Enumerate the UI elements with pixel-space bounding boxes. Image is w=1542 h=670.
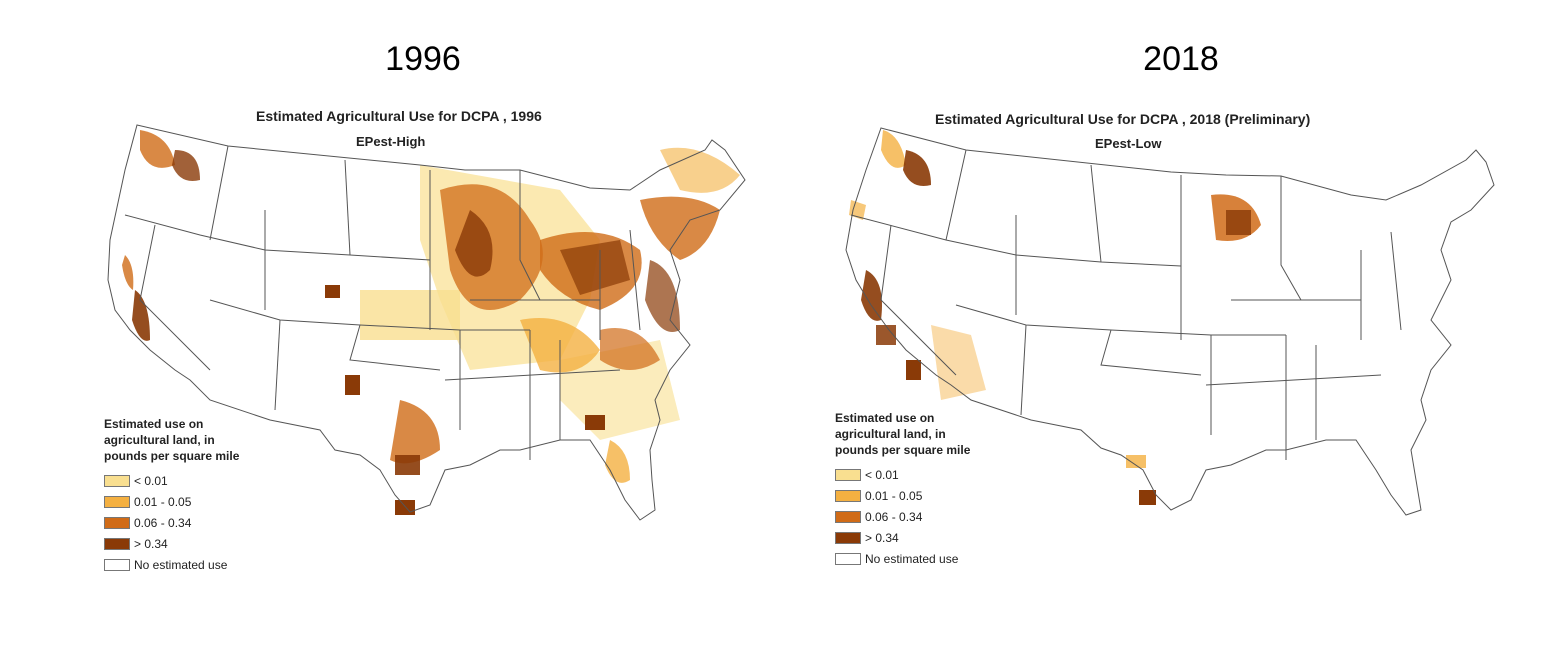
legend-swatch: [835, 489, 861, 502]
map-title: Estimated Agricultural Use for DCPA , 20…: [935, 111, 1311, 127]
legend-item: No estimated use: [104, 554, 294, 575]
legend-title: Estimated use on agricultural land, in p…: [835, 410, 1025, 458]
legend-item: 0.06 - 0.34: [835, 506, 1025, 527]
legend-label: 0.06 - 0.34: [865, 509, 923, 524]
legend-label: 0.01 - 0.05: [134, 494, 192, 509]
legend-label: > 0.34: [865, 530, 899, 545]
legend-swatch: [835, 468, 861, 481]
map-subtitle: EPest-Low: [1095, 136, 1162, 151]
use-patches: [122, 130, 740, 515]
us-map-1996: [107, 124, 746, 521]
us-map-2018: [845, 127, 1495, 516]
legend-title: Estimated use on agricultural land, in p…: [104, 416, 294, 464]
legend: Estimated use on agricultural land, in p…: [104, 416, 294, 575]
panel-2018: 2018 Estimated Agricultural Use for DCPA…: [771, 0, 1542, 670]
state-borders: [107, 124, 746, 521]
legend-title-line: Estimated use on: [835, 411, 935, 425]
legend-label: 0.06 - 0.34: [134, 515, 192, 530]
legend-item: > 0.34: [104, 533, 294, 554]
legend-label: > 0.34: [134, 536, 168, 551]
state-borders: [845, 127, 1495, 516]
legend-swatch: [104, 474, 130, 487]
legend: Estimated use on agricultural land, in p…: [835, 410, 1025, 569]
legend-label: 0.01 - 0.05: [865, 488, 923, 503]
legend-item: No estimated use: [835, 548, 1025, 569]
legend-title-line: pounds per square mile: [104, 449, 240, 463]
legend-label: < 0.01: [134, 473, 168, 488]
legend-item: 0.01 - 0.05: [835, 485, 1025, 506]
legend-item: > 0.34: [835, 527, 1025, 548]
legend-swatch: [104, 537, 130, 550]
legend-swatch: [104, 558, 130, 571]
panel-1996: 1996 Estimated Agricultural Use for DCPA…: [104, 40, 746, 575]
legend-label: No estimated use: [865, 551, 959, 566]
map-subtitle: EPest-High: [356, 134, 426, 149]
legend-swatch: [104, 516, 130, 529]
legend-title-line: Estimated use on: [104, 417, 204, 431]
legend-label: < 0.01: [865, 467, 899, 482]
legend-title-line: agricultural land, in: [104, 433, 215, 447]
legend-item: 0.06 - 0.34: [104, 512, 294, 533]
legend-swatch: [835, 510, 861, 523]
legend-title-line: agricultural land, in: [835, 427, 946, 441]
legend-item: < 0.01: [835, 464, 1025, 485]
legend-title-line: pounds per square mile: [835, 443, 971, 457]
legend-swatch: [835, 552, 861, 565]
legend-item: 0.01 - 0.05: [104, 491, 294, 512]
map-title: Estimated Agricultural Use for DCPA , 19…: [256, 108, 542, 124]
year-label: 1996: [385, 40, 461, 78]
legend-label: No estimated use: [134, 557, 228, 572]
year-label: 2018: [1143, 40, 1219, 78]
legend-swatch: [835, 531, 861, 544]
legend-swatch: [104, 495, 130, 508]
legend-item: < 0.01: [104, 470, 294, 491]
